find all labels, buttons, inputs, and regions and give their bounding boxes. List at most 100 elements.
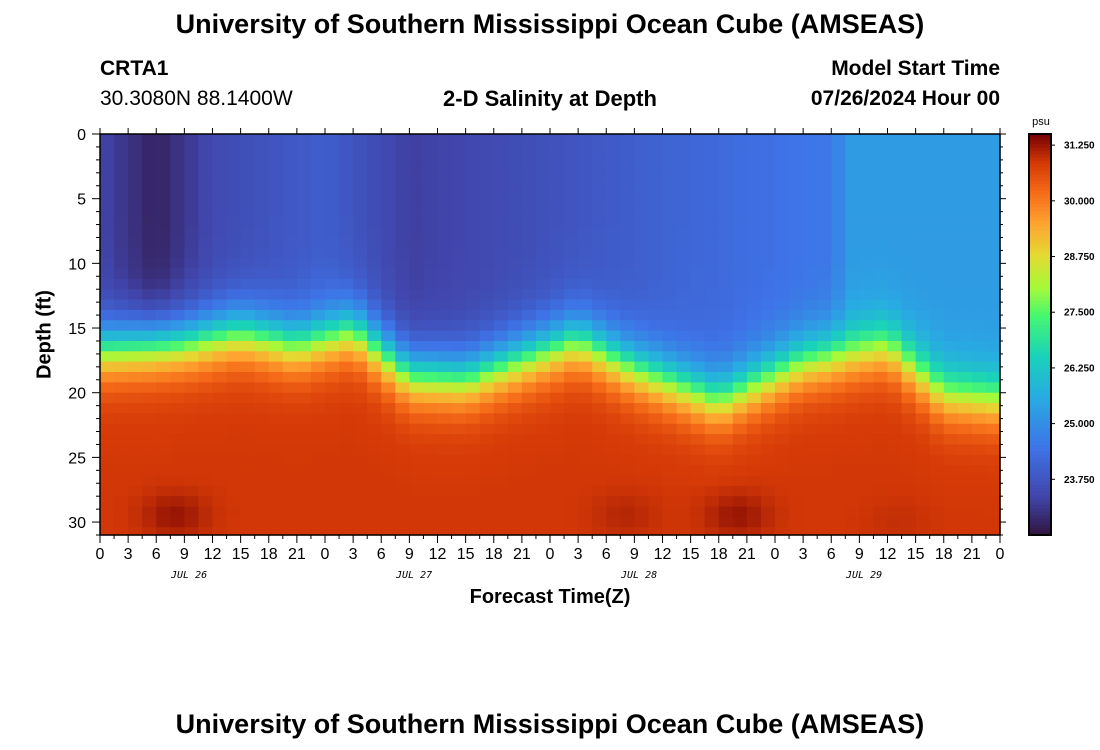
heatmap-cell — [606, 237, 621, 249]
colorbar-segment — [1029, 234, 1051, 239]
heatmap-cell — [943, 351, 959, 363]
heatmap-cell — [634, 434, 650, 446]
heatmap-cell — [929, 413, 945, 425]
heatmap-cell — [114, 351, 129, 363]
heatmap-cell — [409, 403, 425, 415]
heatmap-cell — [535, 516, 551, 528]
heatmap-cell — [409, 413, 425, 425]
heatmap-cell — [479, 278, 495, 290]
heatmap-cell — [142, 382, 157, 394]
heatmap-cell — [817, 475, 832, 487]
heatmap-cell — [310, 258, 326, 270]
x-tick-label: 18 — [485, 546, 503, 563]
heatmap-cell — [901, 268, 917, 280]
heatmap-cell — [592, 372, 607, 383]
heatmap-cell — [929, 475, 945, 487]
x-tick-label: 18 — [260, 546, 278, 563]
heatmap-cell — [690, 485, 706, 497]
heatmap-cell — [915, 247, 931, 259]
heatmap-cell — [775, 340, 790, 352]
heatmap-cell — [704, 444, 720, 456]
heatmap-cell — [493, 527, 509, 536]
heatmap-cell — [943, 434, 959, 446]
heatmap-cell — [198, 475, 214, 487]
heatmap-cell — [704, 216, 720, 228]
heatmap-cell — [817, 175, 832, 187]
heatmap-cell — [310, 392, 326, 404]
heatmap-cell — [240, 144, 256, 156]
heatmap-cell — [775, 351, 790, 363]
heatmap-cell — [240, 227, 256, 239]
heatmap-cell — [550, 227, 565, 239]
colorbar-segment — [1029, 244, 1051, 249]
heatmap-cell — [718, 392, 734, 404]
heatmap-cell — [985, 185, 1001, 197]
heatmap-cell — [156, 320, 171, 332]
heatmap-cell — [606, 465, 621, 477]
heatmap-cell — [718, 413, 734, 425]
heatmap-cell — [901, 382, 917, 394]
heatmap-cell — [521, 444, 537, 456]
heatmap-cell — [395, 247, 410, 259]
heatmap-cell — [873, 516, 889, 528]
heatmap-cell — [409, 506, 425, 518]
heatmap-cell — [423, 247, 439, 259]
heatmap-cell — [901, 475, 917, 487]
heatmap-cell — [845, 403, 860, 415]
heatmap-cell — [915, 413, 931, 425]
heatmap-cell — [985, 165, 1001, 176]
heatmap-cell — [254, 444, 270, 456]
heatmap-cell — [957, 516, 973, 528]
heatmap-cell — [535, 496, 551, 508]
heatmap-cell — [367, 361, 382, 373]
heatmap-cell — [100, 516, 115, 528]
heatmap-cell — [240, 320, 256, 332]
heatmap-cell — [592, 506, 607, 518]
heatmap-cell — [915, 527, 931, 536]
heatmap-cell — [943, 175, 959, 187]
heatmap-cell — [479, 465, 495, 477]
heatmap-cell — [521, 206, 537, 218]
heatmap-cell — [507, 527, 523, 536]
heatmap-cell — [901, 392, 917, 404]
heatmap-cell — [353, 423, 368, 435]
heatmap-cell — [789, 485, 804, 497]
heatmap-cell — [817, 268, 832, 280]
heatmap-cell — [845, 299, 860, 311]
heatmap-cell — [929, 485, 945, 497]
heatmap-cell — [142, 309, 157, 321]
heatmap-cell — [704, 392, 720, 404]
heatmap-cell — [310, 185, 326, 197]
heatmap-cell — [156, 216, 171, 228]
heatmap-cell — [114, 134, 129, 145]
heatmap-cell — [957, 237, 973, 249]
heatmap-cell — [957, 361, 973, 373]
heatmap-cell — [395, 423, 410, 435]
heatmap-cell — [240, 185, 256, 197]
heatmap-cell — [789, 413, 804, 425]
heatmap-cell — [212, 434, 228, 446]
heatmap-cell — [746, 227, 762, 239]
colorbar-segment — [1029, 448, 1051, 453]
heatmap-cell — [493, 309, 509, 321]
heatmap-cell — [465, 206, 481, 218]
heatmap-cell — [887, 258, 903, 270]
heatmap-cell — [268, 237, 284, 249]
heatmap-cell — [184, 227, 200, 239]
heatmap-cell — [521, 403, 537, 415]
heatmap-cell — [381, 516, 396, 528]
heatmap-cell — [128, 196, 143, 208]
heatmap-cell — [704, 403, 720, 415]
heatmap-cell — [957, 423, 973, 435]
heatmap-cell — [775, 320, 790, 332]
heatmap-cell — [578, 175, 593, 187]
heatmap-cell — [578, 309, 593, 321]
heatmap-cell — [620, 392, 635, 404]
heatmap-cell — [156, 527, 171, 536]
x-tick-label: 0 — [96, 546, 105, 563]
heatmap-cell — [395, 206, 410, 218]
heatmap-cell — [887, 247, 903, 259]
heatmap-cell — [437, 309, 453, 321]
heatmap-cell — [142, 506, 157, 518]
heatmap-cell — [789, 351, 804, 363]
